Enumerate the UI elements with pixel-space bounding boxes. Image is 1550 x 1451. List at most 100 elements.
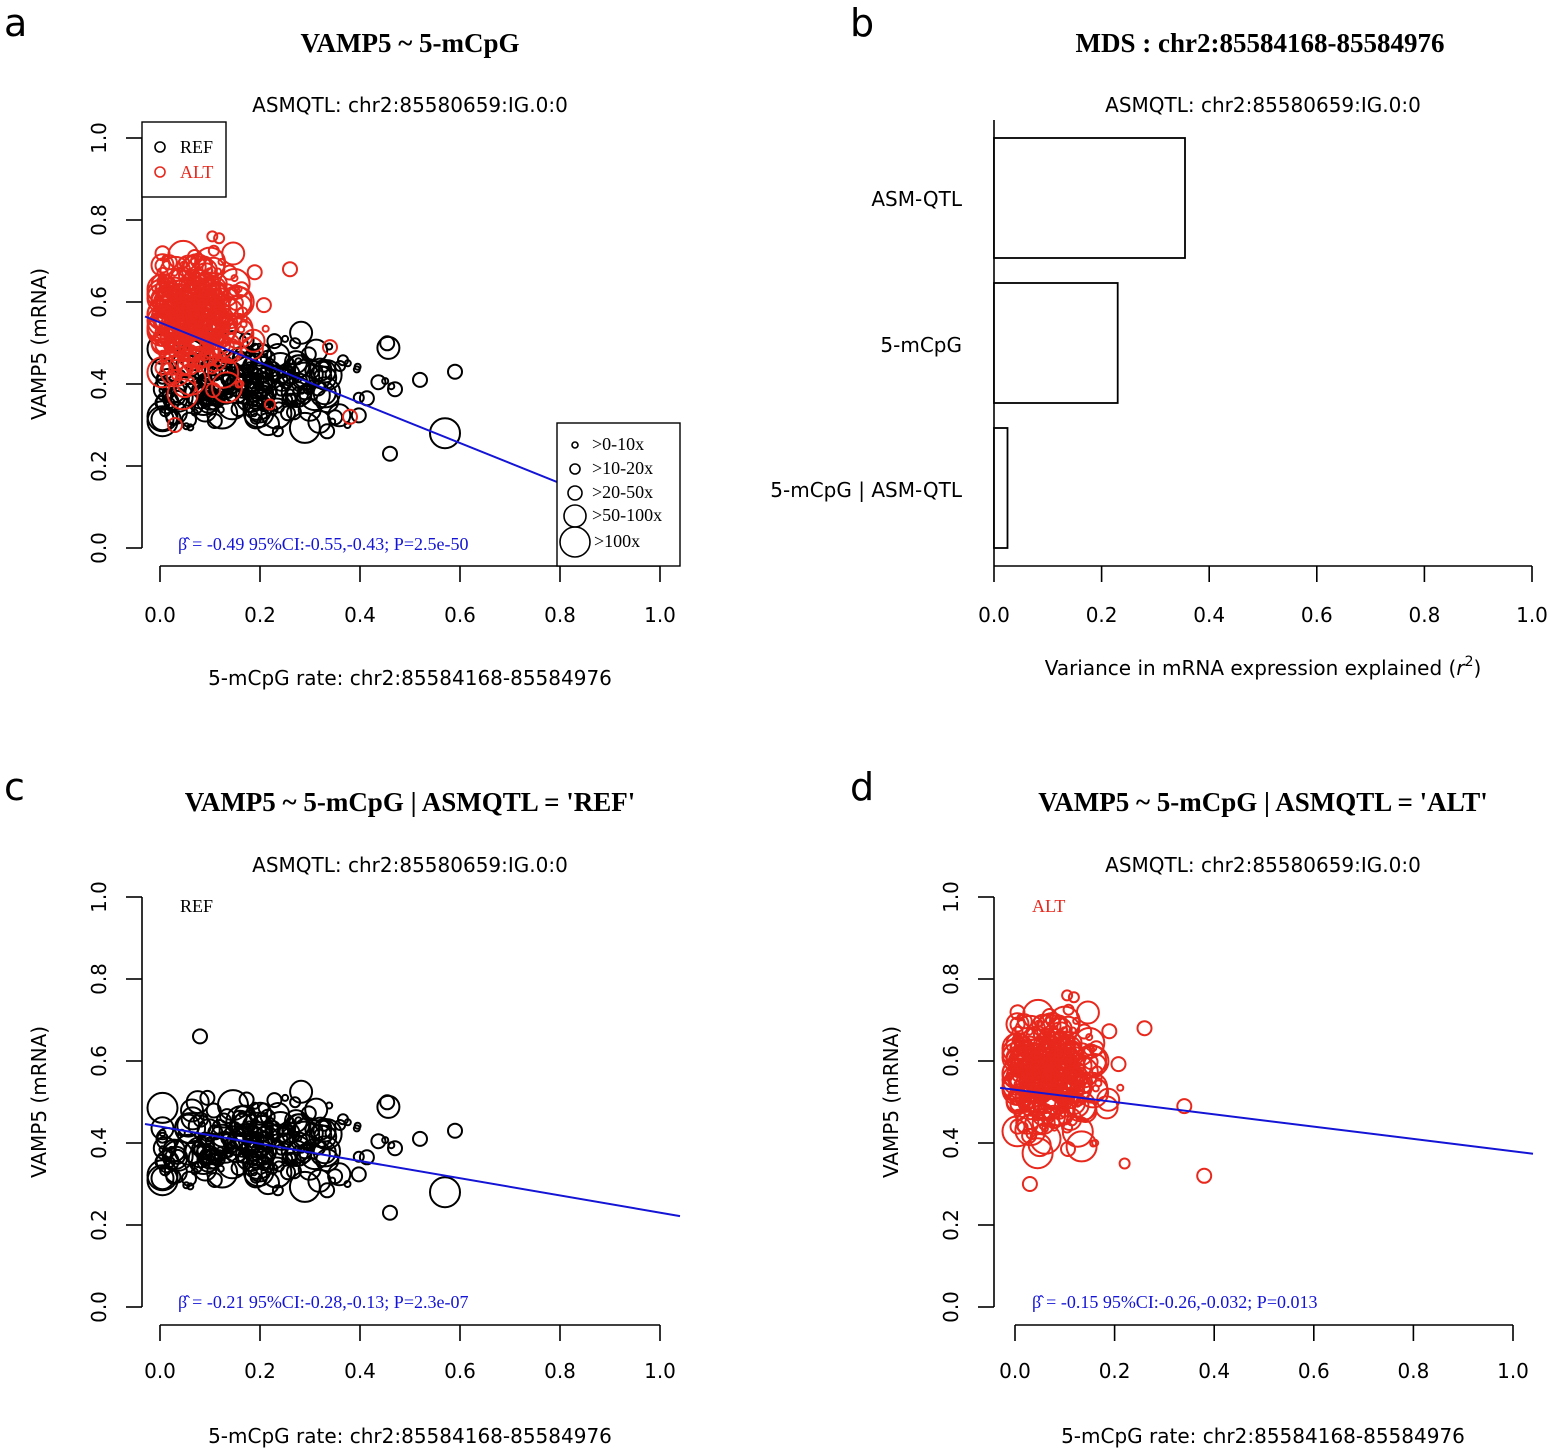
ref-point [313,1124,338,1149]
alt-point [221,241,246,266]
ref-point [193,1132,226,1165]
alt-point [210,311,227,328]
outlier-point [412,1130,428,1147]
ref-point [233,1123,242,1132]
ref-point [296,388,313,405]
alt-point [241,328,266,353]
alt-point [1032,1089,1065,1122]
bar-label-asm-qtl: ASM-QTL [871,187,963,211]
ref-point [190,1167,199,1176]
outlier-point [322,339,338,356]
alt-point [170,266,195,291]
ref-point [204,1136,213,1145]
size-legend-marker [559,526,591,558]
panel-a-ytick: 0.6 [87,286,111,318]
outlier-point [264,398,276,411]
alt-point [230,274,239,283]
ref-point [260,397,293,430]
panel-a-xtick: 0.8 [544,603,576,627]
alt-point [1076,1023,1093,1040]
alt-point [1007,1063,1040,1096]
alt-point [1038,1122,1047,1131]
ref-point [225,1149,234,1158]
panel-b-title: MDS : chr2:85584168-85584976 [1076,28,1445,58]
alt-point [1073,1027,1106,1059]
ref-point [277,1125,290,1138]
ref-point [180,1098,204,1123]
panel-d-title: VAMP5 ~ 5-mCpG | ASMQTL = 'ALT' [1038,787,1487,817]
alt-point [1110,1056,1127,1073]
alt-point [146,310,179,343]
alt-point [1116,1083,1125,1092]
panel-a-points [146,230,463,462]
alt-point [177,330,210,363]
alt-point [1005,1012,1030,1037]
ref-point [225,1105,258,1138]
alt-point [228,284,241,297]
alt-point [1064,1054,1077,1067]
panel-a-xtick: 0.0 [144,603,176,627]
ref-point [352,1124,361,1133]
panel-d-xtick: 0.0 [999,1359,1031,1383]
panel-d-ytick: 0.6 [939,1045,963,1077]
panel-d-xtick: 0.4 [1198,1359,1230,1383]
panel-c-points [146,1028,463,1221]
ref-point [256,388,269,401]
size-legend-label: >50-100x [592,505,662,525]
ref-point [304,338,329,363]
panel-a-xtick: 0.4 [344,603,376,627]
ref-point [296,1147,313,1164]
panel-c-subtitle: ASMQTL: chr2:85580659:IG.0:0 [252,853,568,877]
alt-point [1038,1090,1051,1103]
ref-point [248,1101,273,1126]
alt-point [1089,1139,1098,1148]
alt-point [1065,1130,1098,1163]
ref-point [219,1108,235,1125]
alt-point [214,267,222,276]
panel-c-group-label: REF [180,896,213,916]
ref-point [381,377,390,386]
ref-point [249,409,258,418]
ref-point [251,342,260,351]
panel-d-xticks: 0.0 0.2 0.4 0.6 0.8 1.0 [999,1359,1529,1383]
panel-d: d VAMP5 ~ 5-mCpG | ASMQTL = 'ALT' ASMQTL… [850,765,1534,1448]
panel-c-ytick: 0.6 [87,1045,111,1077]
ref-point [387,381,403,398]
ref-point [376,1094,401,1119]
ref-point [280,405,296,422]
ref-point [286,1116,294,1125]
ref-point [376,335,401,360]
alt-point [1025,1025,1050,1050]
legend-ref-label: REF [180,137,213,157]
alt-point [150,253,175,278]
panel-d-beta-annotation: β̂ = -0.15 95%CI:-0.26,-0.032; P=0.013 [1032,1292,1317,1312]
alt-point [1065,1070,1082,1087]
alt-point [1061,989,1074,1002]
panel-a-yticks: 0.0 0.2 0.4 0.6 0.8 1.0 [87,122,111,564]
panel-letter-d: d [850,765,874,809]
outlier-point [282,261,298,278]
alt-point [184,271,197,284]
alt-point [166,378,199,411]
alt-point [190,257,198,266]
ref-point [158,1145,167,1154]
alt-point [255,297,272,314]
ref-point [238,1091,255,1108]
outlier-point [1176,1098,1193,1115]
outlier-point [1118,1157,1131,1170]
alt-point [1083,1043,1096,1056]
alt-point [1022,1067,1039,1084]
alt-point [1016,1121,1029,1134]
alt-point [167,308,184,325]
ref-point [180,1106,205,1131]
ref-point [266,333,283,350]
alt-point [209,295,222,308]
ref-point [271,425,284,438]
panel-b-xtick: 1.0 [1516,603,1548,627]
ref-point [305,384,314,393]
beta-symbol: β̂ [178,1292,190,1312]
alt-point [210,371,243,404]
alt-point [1060,1141,1076,1157]
alt-point [1050,1089,1059,1098]
alt-point [1091,1065,1104,1078]
